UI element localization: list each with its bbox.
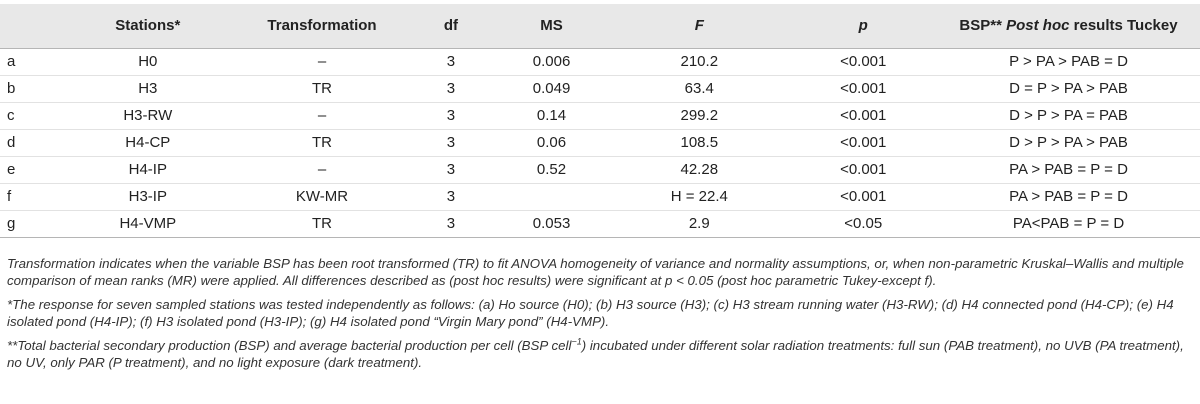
table-row: b H3 TR 3 0.049 63.4 <0.001 D = P > PA >… [0,75,1200,103]
cell-p: <0.001 [789,102,938,130]
cell-df: 3 [407,210,494,238]
row-label: d [0,129,60,157]
table-body: a H0 – 3 0.006 210.2 <0.001 P > PA > PAB… [0,48,1200,238]
cell-station: H4-CP [59,129,237,157]
anova-results-table: Stations* Transformation df MS F p BSP**… [0,4,1200,238]
cell-p: <0.001 [789,156,938,184]
cell-df: 3 [407,183,494,211]
cell-p: <0.001 [789,75,938,103]
cell-p: <0.05 [789,210,938,238]
row-label: a [0,48,60,76]
row-label: e [0,156,60,184]
header-transformation: Transformation [236,4,408,49]
cell-station: H4-VMP [59,210,237,238]
header-stations: Stations* [59,4,237,49]
cell-transformation: TR [236,75,408,103]
footnote-superscript: −1 [571,336,582,347]
header-posthoc-italic: Post hoc [1006,17,1070,35]
cell-transformation: TR [236,129,408,157]
cell-station: H4-IP [59,156,237,184]
cell-f: 299.2 [609,102,790,130]
header-bsp-prefix: BSP** [959,17,1002,35]
table-row: a H0 – 3 0.006 210.2 <0.001 P > PA > PAB… [0,48,1200,76]
table-row: f H3-IP KW-MR 3 H = 22.4 <0.001 PA > PAB… [0,183,1200,211]
footnote-star: *The response for seven sampled stations… [7,297,1174,329]
cell-ms: 0.049 [493,75,610,103]
table-row: d H4-CP TR 3 0.06 108.5 <0.001 D > P > P… [0,129,1200,157]
cell-transformation: – [236,156,408,184]
header-f: F [609,4,790,49]
header-df: df [407,4,494,49]
cell-df: 3 [407,129,494,157]
cell-station: H3 [59,75,237,103]
footnote-main: Transformation indicates when the variab… [7,256,1184,288]
cell-transformation: KW-MR [236,183,408,211]
cell-transformation: TR [236,210,408,238]
cell-transformation: – [236,102,408,130]
footnote-double-star-after: ) incubated under different solar radiat… [7,338,1184,370]
cell-p: <0.001 [789,48,938,76]
cell-f: H = 22.4 [609,183,790,211]
cell-f: 108.5 [609,129,790,157]
footnote-double-star: **Total bacterial secondary production (… [7,336,1193,371]
cell-ms: 0.06 [493,129,610,157]
cell-df: 3 [407,48,494,76]
footnote-double-star-before: **Total bacterial secondary production (… [7,338,572,353]
cell-posthoc: PA<PAB = P = D [937,210,1200,238]
cell-station: H3-IP [59,183,237,211]
table-row: g H4-VMP TR 3 0.053 2.9 <0.05 PA<PAB = P… [0,210,1200,238]
cell-posthoc: D = P > PA > PAB [937,75,1200,103]
cell-posthoc: PA > PAB = P = D [937,156,1200,184]
header-bsp-suffix: results Tuckey [1073,17,1178,35]
cell-ms: 0.14 [493,102,610,130]
cell-df: 3 [407,156,494,184]
cell-ms [493,183,610,211]
cell-posthoc: PA > PAB = P = D [937,183,1200,211]
table-footnotes: Transformation indicates when the variab… [7,256,1193,379]
cell-station: H3-RW [59,102,237,130]
cell-ms: 0.053 [493,210,610,238]
cell-p: <0.001 [789,129,938,157]
cell-p: <0.001 [789,183,938,211]
header-ms: MS [493,4,610,49]
cell-station: H0 [59,48,237,76]
cell-f: 42.28 [609,156,790,184]
row-label: g [0,210,60,238]
table-row: c H3-RW – 3 0.14 299.2 <0.001 D > P > PA… [0,102,1200,130]
cell-df: 3 [407,102,494,130]
cell-df: 3 [407,75,494,103]
cell-posthoc: D > P > PA = PAB [937,102,1200,130]
cell-f: 2.9 [609,210,790,238]
table-header: Stations* Transformation df MS F p BSP**… [0,4,1200,49]
header-row: Stations* Transformation df MS F p BSP**… [0,4,1200,49]
cell-transformation: – [236,48,408,76]
row-label: f [0,183,60,211]
header-p: p [789,4,938,49]
cell-posthoc: P > PA > PAB = D [937,48,1200,76]
row-label: b [0,75,60,103]
cell-ms: 0.52 [493,156,610,184]
table-row: e H4-IP – 3 0.52 42.28 <0.001 PA > PAB =… [0,156,1200,184]
row-label: c [0,102,60,130]
cell-f: 210.2 [609,48,790,76]
header-label [0,4,60,49]
header-bsp-posthoc: BSP** Post hoc results Tuckey [937,4,1200,49]
cell-posthoc: D > P > PA > PAB [937,129,1200,157]
cell-ms: 0.006 [493,48,610,76]
cell-f: 63.4 [609,75,790,103]
